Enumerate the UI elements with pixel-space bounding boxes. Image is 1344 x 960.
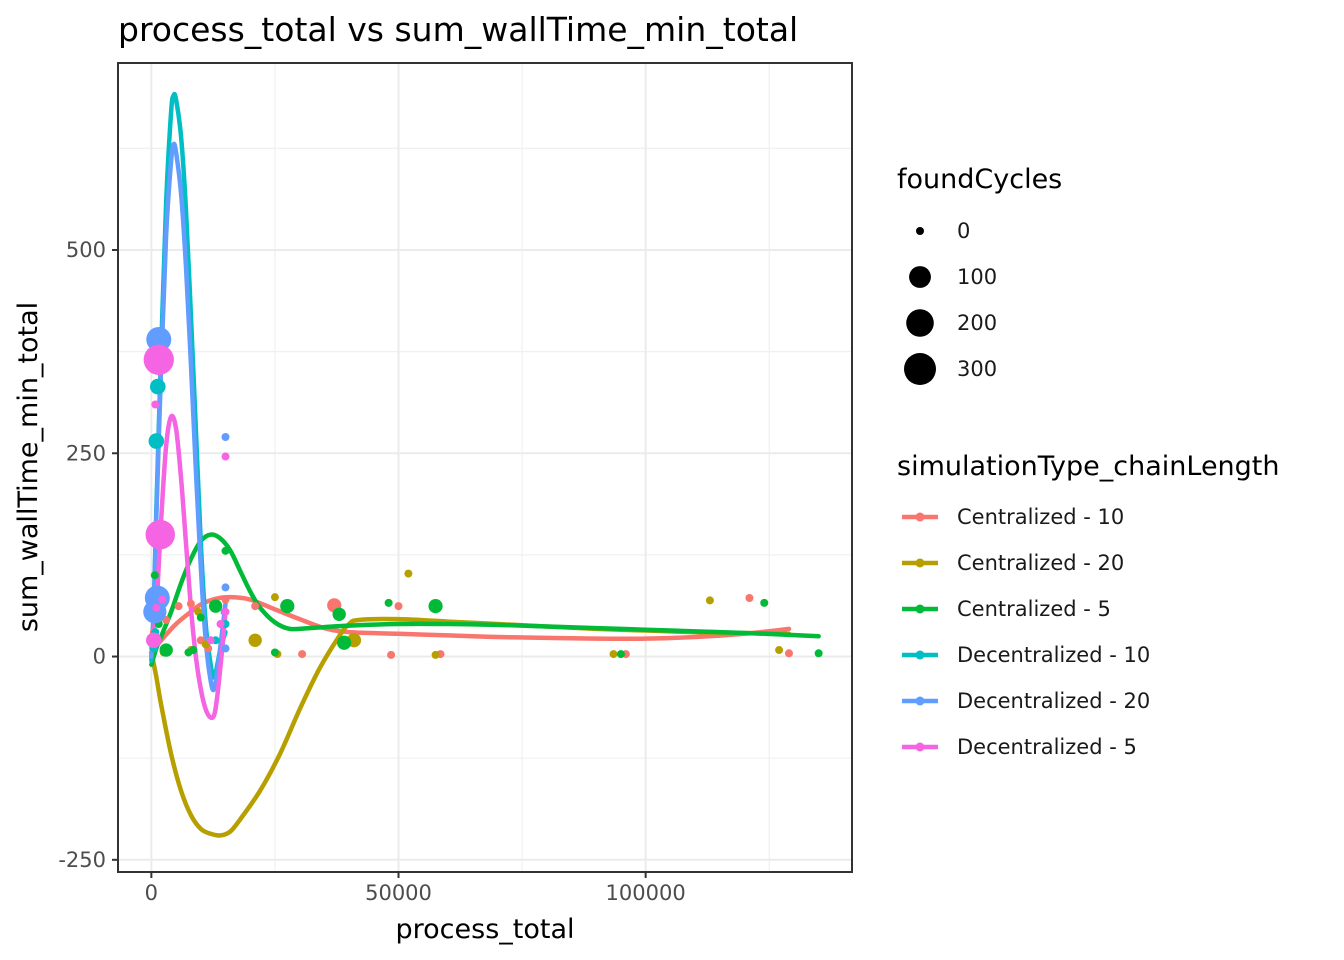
- x-tick-label: 50000: [365, 881, 432, 905]
- point-centralized-20: [705, 596, 714, 605]
- size-legend-key: [904, 353, 936, 385]
- color-legend-label: Centralized - 20: [957, 551, 1124, 575]
- y-axis-title: sum_wallTime_min_total: [13, 302, 44, 632]
- point-decentralized-10: [149, 378, 166, 395]
- point-centralized-5: [196, 613, 205, 622]
- size-legend-label: 300: [957, 357, 997, 381]
- point-centralized-5: [814, 649, 823, 658]
- color-legend-label: Centralized - 5: [957, 597, 1111, 621]
- point-decentralized-20: [146, 326, 172, 352]
- point-centralized-20: [609, 650, 618, 659]
- y-axis: -250 0 250 500: [58, 238, 118, 872]
- size-legend-key: [906, 309, 934, 337]
- point-centralized-10: [394, 602, 403, 611]
- point-decentralized-20: [221, 644, 230, 653]
- point-centralized-10: [174, 602, 183, 611]
- point-decentralized-5: [143, 344, 174, 375]
- x-tick-label: 0: [145, 881, 158, 905]
- point-centralized-10: [186, 599, 195, 608]
- point-centralized-20: [270, 593, 279, 602]
- point-centralized-5: [208, 599, 223, 613]
- point-centralized-5: [384, 598, 393, 607]
- color-legend-dot: [915, 650, 925, 660]
- point-centralized-20: [431, 650, 440, 659]
- point-centralized-20: [404, 569, 413, 578]
- point-centralized-5: [221, 546, 230, 555]
- point-centralized-20: [248, 633, 262, 647]
- color-legend: simulationType_chainLength Centralized -…: [897, 451, 1280, 759]
- chart-title: process_total vs sum_wallTime_min_total: [118, 10, 798, 49]
- size-legend-label: 200: [957, 311, 997, 335]
- point-centralized-10: [745, 593, 754, 602]
- point-centralized-5: [337, 635, 352, 650]
- point-decentralized-5: [152, 603, 161, 612]
- grid-minor: [118, 63, 852, 872]
- color-legend-dot: [915, 558, 925, 568]
- point-decentralized-5: [158, 595, 167, 604]
- point-decentralized-5: [151, 400, 160, 409]
- y-tick-label: 250: [66, 441, 106, 465]
- point-centralized-5: [189, 646, 198, 655]
- size-legend-key: [909, 266, 931, 288]
- point-decentralized-5: [146, 632, 162, 649]
- point-centralized-10: [298, 650, 307, 659]
- point-centralized-10: [784, 649, 793, 658]
- color-legend-label: Decentralized - 5: [957, 735, 1137, 759]
- size-legend-key: [916, 227, 924, 235]
- point-centralized-5: [616, 650, 625, 659]
- point-decentralized-10: [148, 433, 165, 449]
- point-decentralized-5: [145, 519, 175, 550]
- plot-background: [118, 63, 852, 872]
- point-centralized-5: [150, 571, 159, 580]
- color-legend-dot: [915, 512, 925, 522]
- color-legend-label: Centralized - 10: [957, 505, 1124, 529]
- point-centralized-5: [760, 598, 769, 607]
- point-decentralized-20: [221, 583, 230, 592]
- point-decentralized-20: [144, 585, 170, 611]
- color-legend-label: Decentralized - 10: [957, 643, 1150, 667]
- size-legend-title: foundCycles: [897, 164, 1062, 195]
- color-legend-title: simulationType_chainLength: [897, 451, 1280, 482]
- color-legend-dot: [915, 604, 925, 614]
- y-tick-label: -250: [58, 848, 106, 872]
- point-centralized-20: [775, 646, 784, 655]
- point-centralized-5: [270, 648, 279, 657]
- size-legend-label: 100: [957, 265, 997, 289]
- color-legend-label: Decentralized - 20: [957, 689, 1150, 713]
- point-decentralized-5: [206, 636, 215, 645]
- grid-major: [118, 63, 852, 872]
- point-centralized-10: [387, 650, 396, 659]
- smooth-line-decentralized-5: [149, 413, 228, 721]
- point-centralized-5: [280, 599, 295, 614]
- point-decentralized-5: [216, 620, 225, 629]
- data-points: [143, 326, 823, 659]
- x-axis: 0 50000 100000: [145, 872, 686, 905]
- y-tick-label: 500: [66, 238, 106, 262]
- point-decentralized-20: [221, 433, 230, 442]
- x-axis-title: process_total: [396, 914, 575, 945]
- point-decentralized-5: [221, 452, 230, 461]
- point-decentralized-5: [221, 607, 230, 616]
- point-centralized-10: [221, 595, 230, 604]
- size-legend-label: 0: [957, 219, 970, 243]
- x-tick-label: 100000: [606, 881, 686, 905]
- plot-border: [117, 62, 853, 873]
- point-centralized-5: [428, 599, 443, 614]
- point-centralized-5: [332, 607, 346, 621]
- y-tick-label: 0: [93, 645, 106, 669]
- plot-area: [117, 62, 853, 873]
- color-legend-dot: [915, 742, 925, 752]
- smooth-line-centralized-5: [149, 532, 821, 667]
- size-legend: foundCycles 0 100 200 300: [897, 164, 1062, 385]
- color-legend-dot: [915, 696, 925, 706]
- point-centralized-10: [251, 602, 260, 611]
- point-centralized-5: [159, 643, 173, 657]
